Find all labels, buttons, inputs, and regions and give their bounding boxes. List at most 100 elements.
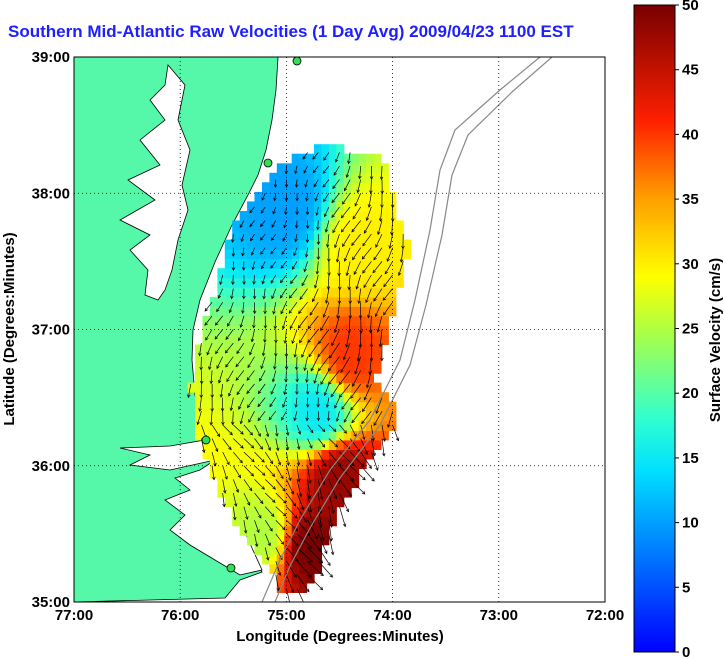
velocity-arrowhead (257, 403, 261, 408)
field-cell (358, 211, 367, 222)
field-cell (358, 182, 367, 193)
field-cell (254, 363, 263, 374)
velocity-arrow (350, 383, 361, 399)
velocity-arrowhead (229, 431, 233, 436)
field-cell (321, 373, 330, 384)
velocity-arrowhead (227, 323, 231, 327)
field-cell (306, 411, 315, 422)
field-cell (314, 315, 322, 326)
velocity-arrowhead (354, 370, 358, 375)
velocity-arrow (307, 574, 323, 590)
field-cell (262, 430, 270, 441)
field-cell (299, 172, 308, 183)
field-cell (232, 306, 241, 317)
field-cell (321, 249, 330, 260)
velocity-arrowhead (216, 308, 220, 313)
field-cell (262, 268, 270, 279)
velocity-arrow (240, 315, 245, 328)
field-cell (373, 230, 382, 241)
velocity-arrow (274, 193, 277, 201)
field-cell (232, 449, 241, 460)
velocity-arrow (262, 274, 266, 284)
field-cell (262, 401, 270, 412)
velocity-arrow (331, 192, 340, 203)
station-marker (226, 563, 236, 573)
velocity-arrow (312, 288, 319, 302)
field-cell (284, 182, 293, 193)
velocity-arrow (286, 588, 290, 602)
field-cell (336, 230, 345, 241)
field-cell (299, 239, 308, 250)
field-cell (366, 211, 374, 222)
velocity-arrowhead (297, 446, 301, 450)
field-cell (351, 401, 360, 412)
field-cell (254, 439, 263, 450)
field-cell (269, 430, 278, 441)
field-cell (358, 258, 367, 269)
field-cell (269, 201, 278, 212)
field-cell (254, 239, 263, 250)
field-cell (358, 411, 367, 422)
field-cell (336, 191, 345, 202)
field-cell (366, 306, 374, 317)
field-cell (239, 315, 248, 326)
field-cell (299, 392, 308, 403)
field-cell (306, 334, 315, 345)
field-cell (239, 478, 248, 489)
field-cell (247, 230, 256, 241)
velocity-arrow (246, 383, 255, 394)
field-cell (336, 373, 345, 384)
velocity-arrow (324, 383, 330, 396)
velocity-arrow (368, 193, 372, 208)
field-cell (232, 497, 241, 508)
velocity-arrowhead (309, 445, 313, 449)
velocity-arrow (296, 452, 300, 466)
velocity-arrowhead (271, 473, 276, 477)
velocity-arrowhead (361, 491, 366, 495)
field-cell (336, 182, 345, 193)
field-cell (328, 153, 337, 164)
velocity-arrowhead (276, 447, 280, 452)
field-cell (269, 544, 278, 555)
velocity-arrow (363, 274, 372, 288)
velocity-arrow (364, 383, 372, 400)
field-cell (373, 211, 382, 222)
velocity-arrowhead (257, 433, 261, 437)
velocity-arrow (357, 179, 362, 193)
field-cell (336, 239, 345, 250)
field-cell (276, 392, 285, 403)
field-cell (343, 478, 352, 489)
velocity-arrowhead (235, 377, 240, 381)
velocity-arrowhead (307, 339, 311, 344)
velocity-arrow (247, 356, 255, 368)
field-cell (269, 525, 278, 536)
chart-title: Southern Mid-Atlantic Raw Velocities (1 … (8, 22, 574, 41)
field-cell (284, 382, 293, 393)
field-cell (291, 458, 300, 469)
field-cell (328, 249, 337, 260)
field-cell (366, 277, 374, 288)
velocity-arrowhead (312, 169, 317, 174)
velocity-arrowhead (332, 229, 336, 234)
velocity-arrowhead (212, 476, 216, 481)
field-cell (328, 516, 337, 527)
velocity-arrowhead (279, 279, 284, 284)
velocity-arrowhead (259, 446, 264, 450)
field-cell (358, 153, 367, 164)
field-cell (351, 325, 360, 336)
velocity-arrowhead (247, 404, 251, 409)
velocity-arrowhead (333, 172, 337, 176)
velocity-arrow (359, 165, 362, 179)
velocity-arrow (275, 424, 278, 437)
field-cell (366, 201, 374, 212)
field-cell (343, 182, 352, 193)
field-cell (321, 439, 330, 450)
field-cell (343, 439, 352, 450)
field-cell (239, 420, 248, 431)
field-cell (358, 315, 367, 326)
field-cell (388, 306, 397, 317)
velocity-arrowhead (317, 353, 321, 358)
field-cell (284, 334, 293, 345)
field-cell (321, 230, 330, 241)
velocity-arrowhead (273, 366, 277, 370)
